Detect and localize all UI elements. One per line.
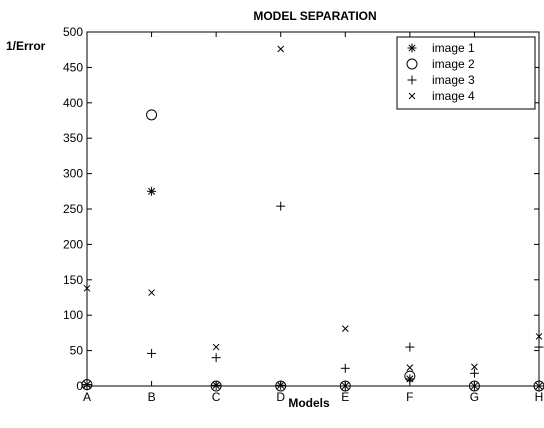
- x-axis-label: Models: [288, 396, 330, 410]
- legend-marker-series-4: [408, 92, 416, 100]
- y-tick-label: 100: [63, 308, 83, 322]
- data-point-series-1: [534, 381, 544, 391]
- data-point-series-1: [405, 374, 415, 384]
- data-point-series-3: [534, 342, 544, 352]
- data-point-series-2: [210, 380, 222, 392]
- legend-marker-series-2: [406, 58, 418, 70]
- y-tick-label: 0: [76, 379, 83, 393]
- x-tick-label: D: [276, 390, 285, 404]
- data-point-series-4: [83, 284, 91, 292]
- legend-label: image 4: [432, 89, 475, 103]
- x-tick-label: C: [212, 390, 221, 404]
- data-point-series-2: [146, 109, 158, 121]
- legend-marker-series-1: [407, 43, 417, 53]
- data-point-series-3: [405, 342, 415, 352]
- data-point-series-3: [276, 201, 286, 211]
- y-tick-label: 450: [63, 60, 83, 74]
- y-tick-label: 50: [70, 344, 84, 358]
- y-tick-label: 350: [63, 131, 83, 145]
- data-point-series-2: [275, 380, 287, 392]
- data-point-series-3: [211, 353, 221, 363]
- y-tick-label: 200: [63, 237, 83, 251]
- legend: image 1 image 2 image 3 image 4: [396, 36, 536, 110]
- data-point-series-2: [339, 380, 351, 392]
- x-tick-label: E: [341, 390, 349, 404]
- x-tick-label: H: [535, 390, 544, 404]
- y-tick-label: 300: [63, 167, 83, 181]
- legend-label: image 2: [432, 57, 475, 71]
- data-point-series-1: [147, 186, 157, 196]
- legend-box: [396, 36, 536, 110]
- data-markers: [81, 45, 544, 392]
- data-point-series-1: [276, 380, 286, 390]
- data-point-series-4: [277, 45, 285, 53]
- legend-label: image 1: [432, 41, 475, 55]
- x-tick-label: G: [470, 390, 479, 404]
- data-point-series-4: [535, 333, 543, 340]
- chart-title: MODEL SEPARATION: [253, 9, 376, 23]
- y-tick-label: 500: [63, 25, 83, 39]
- legend-label: image 3: [432, 73, 475, 87]
- data-point-series-1: [211, 380, 221, 390]
- data-point-series-4: [406, 364, 414, 371]
- y-tick-label: 150: [63, 273, 83, 287]
- y-tick-label: 400: [63, 96, 83, 110]
- data-point-series-3: [147, 348, 157, 358]
- data-point-series-3: [82, 381, 92, 391]
- x-tick-label: A: [83, 390, 91, 404]
- data-point-series-2: [404, 370, 416, 382]
- data-point-series-4: [212, 343, 220, 351]
- x-tick-label: F: [406, 390, 413, 404]
- data-point-series-3: [340, 363, 350, 373]
- data-point-series-4: [471, 363, 478, 371]
- legend-marker-series-3: [407, 75, 417, 85]
- data-point-series-1: [340, 381, 350, 391]
- data-point-series-3: [469, 368, 479, 378]
- data-point-series-2: [533, 380, 544, 392]
- data-point-series-4: [341, 325, 349, 333]
- data-point-series-1: [469, 381, 479, 391]
- x-tick-label: B: [148, 390, 156, 404]
- data-point-series-4: [148, 289, 155, 296]
- data-point-series-2: [468, 380, 480, 392]
- axis-ticks: 0 50 100 150 200 250 300 350 400 450 500 A B C D E F G H: [63, 25, 543, 404]
- y-tick-label: 250: [63, 202, 83, 216]
- y-axis-label: 1/Error: [6, 39, 46, 53]
